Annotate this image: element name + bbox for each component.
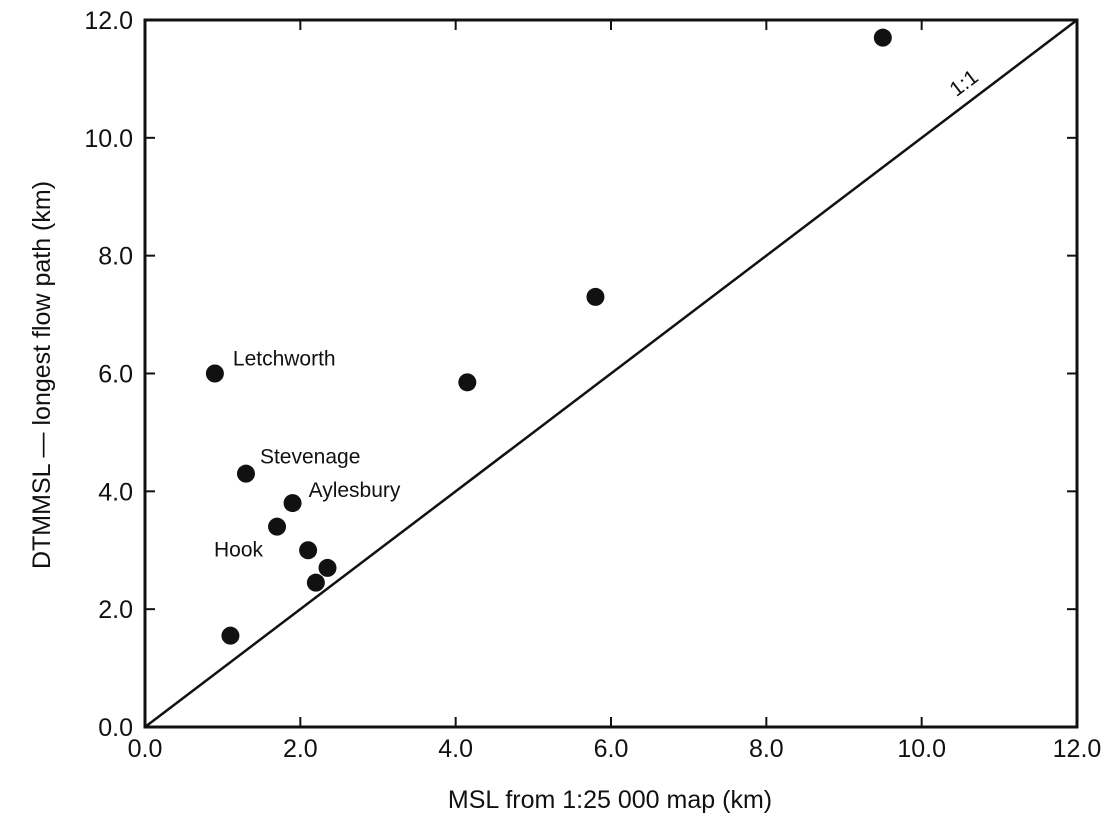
- y-tick-label: 0.0: [98, 714, 133, 742]
- ticks: 0.0 2.0 4.0 6.0 8.0 10.0 12.0 0.0 2.0 4.0 6.0 8.0 10…: [84, 7, 1101, 763]
- y-tick-label: 6.0: [98, 361, 133, 389]
- x-tick-label: 8.0: [749, 735, 784, 763]
- data-point: [873, 28, 892, 47]
- data-points: [205, 28, 892, 645]
- one-to-one-line: [144, 19, 1078, 728]
- y-tick-label: 12.0: [84, 7, 133, 35]
- point-label: Letchworth: [233, 348, 336, 371]
- point-label: Stevenage: [260, 446, 360, 469]
- reference-line-group: 1:1: [144, 19, 1078, 728]
- x-axis-title: MSL from 1:25 000 map (km): [448, 786, 772, 814]
- y-tick-label: 2.0: [98, 596, 133, 624]
- data-point: [586, 287, 605, 306]
- x-tick-label: 4.0: [438, 735, 473, 763]
- x-tick-label: 10.0: [897, 735, 946, 763]
- data-point: [283, 494, 302, 513]
- y-tick-label: 8.0: [98, 243, 133, 271]
- data-point: [318, 558, 337, 577]
- x-tick-label: 2.0: [283, 735, 318, 763]
- x-tick-label: 12.0: [1053, 735, 1102, 763]
- data-point: [205, 364, 224, 383]
- y-tick-label: 10.0: [84, 125, 133, 153]
- x-tick-label: 0.0: [128, 735, 163, 763]
- y-tick-label: 4.0: [98, 478, 133, 506]
- data-point: [221, 626, 240, 645]
- point-labels: Letchworth Stevenage Aylesbury Hook: [214, 348, 401, 562]
- data-point: [299, 541, 318, 560]
- point-label: Hook: [214, 539, 264, 562]
- x-tick-label: 6.0: [594, 735, 629, 763]
- y-axis-title: DTMMSL — longest flow path (km): [28, 181, 56, 569]
- point-label: Aylesbury: [309, 479, 401, 502]
- data-point: [268, 517, 287, 536]
- data-point: [236, 464, 255, 483]
- data-point: [306, 573, 325, 592]
- data-point: [458, 373, 477, 392]
